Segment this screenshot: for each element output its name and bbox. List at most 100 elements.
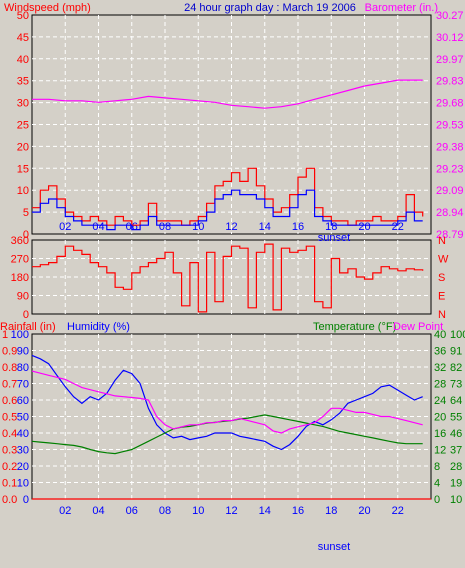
barometer-tick-label: 28.79 [436,229,464,241]
humidity-tick-label: 100 [11,329,29,341]
grid-layer [32,15,431,499]
x-tick-label: 02 [59,221,71,233]
temperature-tick-label: 32 [434,362,446,374]
windspeed-tick-label: 45 [17,32,29,44]
windspeed-tick-label: 10 [17,185,29,197]
x-tick-label: 20 [358,505,370,517]
rainfall-tick-label: 0.1 [2,478,17,490]
rainfall-axis-title: Rainfall (in) [0,321,56,333]
humidity-tick-label: 10 [17,478,29,490]
barometer-tick-label: 29.68 [436,98,464,110]
x-tick-label: 12 [225,221,237,233]
dew-point-line [31,370,423,434]
barometer-tick-label: 30.12 [436,32,464,44]
temperature-tick-label: 8 [434,461,440,473]
dew-point-tick-label: 55 [450,412,462,424]
rainfall-tick-label: 0.0 [2,494,17,506]
wind-direction-tick-label: 0 [23,309,29,321]
barometer-tick-label: 29.97 [436,54,464,66]
rainfall-tick-label: 0.6 [2,395,17,407]
windspeed-axis-title: Windspeed (mph) [4,2,91,14]
x-tick-label: 08 [159,505,171,517]
barometer-tick-label: 29.23 [436,163,464,175]
x-tick-label: 14 [259,505,271,517]
windspeed-tick-label: 30 [17,98,29,110]
barometer-tick-label: 30.27 [436,10,464,22]
humidity-tick-label: 90 [17,346,29,358]
barometer-tick-label: 29.09 [436,185,464,197]
wind-direction-tick-label: 270 [11,254,29,266]
windspeed-tick-label: 25 [17,120,29,132]
dew-point-tick-label: 19 [450,478,462,490]
rainfall-tick-label: 0.3 [2,445,17,457]
sunset-label-top: sunset [318,232,350,244]
series-layer [31,79,431,500]
humidity-tick-label: 60 [17,395,29,407]
windspeed-tick-label: 20 [17,141,29,153]
windspeed-tick-label: 5 [23,207,29,219]
x-tick-label: 04 [92,221,104,233]
humidity-tick-label: 40 [17,428,29,440]
x-tick-label: 18 [325,221,337,233]
wind-direction-tick-label: 180 [11,272,29,284]
wind-direction-tick-label: 90 [17,291,29,303]
temperature-tick-label: 40 [434,329,446,341]
humidity-tick-label: 70 [17,379,29,391]
wind-direction-tick-label: 360 [11,235,29,247]
rainfall-tick-label: 0.7 [2,379,17,391]
x-tick-label: 16 [292,505,304,517]
barometer-tick-label: 29.83 [436,76,464,88]
barometer-line [32,79,423,109]
x-tick-label: 02 [59,505,71,517]
humidity-axis-title: Humidity (%) [67,321,130,333]
humidity-tick-label: 20 [17,461,29,473]
x-tick-label: 18 [325,505,337,517]
temperature-tick-label: 28 [434,379,446,391]
rainfall-tick-label: 0.8 [2,362,17,374]
x-tick-label: 04 [92,505,104,517]
temperature-tick-label: 36 [434,346,446,358]
dew-point-tick-label: 64 [450,395,462,407]
temperature-tick-label: 16 [434,428,446,440]
dew-point-tick-label: 28 [450,461,462,473]
dew-point-tick-label: 100 [450,329,465,341]
compass-tick-label: S [438,272,445,284]
graph-title: 24 hour graph day : March 19 2006 [184,2,356,14]
tick-label-layer: 0202040406060808101012121414161618182020… [2,10,465,517]
temperature-tick-label: 0 [434,494,440,506]
barometer-axis-title: Barometer (in.) [365,2,438,14]
x-tick-label: 22 [392,221,404,233]
humidity-tick-label: 30 [17,445,29,457]
rainfall-tick-label: 0.9 [2,346,17,358]
sunset-label-bottom: sunset [318,541,350,553]
dew-point-tick-label: 10 [450,494,462,506]
rainfall-tick-label: 0.4 [2,428,17,440]
dew-point-tick-label: 91 [450,346,462,358]
rainfall-tick-label: 0.2 [2,461,17,473]
compass-tick-label: N [438,235,446,247]
rainfall-tick-label: 0.5 [2,412,17,424]
wind-speed-line [32,167,424,226]
windspeed-tick-label: 15 [17,163,29,175]
barometer-tick-label: 28.94 [436,207,464,219]
x-tick-label: 14 [259,221,271,233]
windspeed-tick-label: 0 [23,229,29,241]
dew-point-tick-label: 82 [450,362,462,374]
dew-point-tick-label: 37 [450,445,462,457]
humidity-line [31,354,423,451]
x-tick-label: 22 [392,505,404,517]
temperature-tick-label: 24 [434,395,446,407]
x-tick-label: 12 [225,505,237,517]
windspeed-tick-label: 50 [17,10,29,22]
wind-average-line [32,189,423,231]
compass-tick-label: N [438,309,446,321]
temperature-tick-label: 4 [434,478,440,490]
x-tick-label: 10 [192,505,204,517]
humidity-tick-label: 0 [23,494,29,506]
dew-point-tick-label: 46 [450,428,462,440]
compass-tick-label: W [438,254,449,266]
dew-point-tick-label: 73 [450,379,462,391]
x-tick-label: 20 [358,221,370,233]
